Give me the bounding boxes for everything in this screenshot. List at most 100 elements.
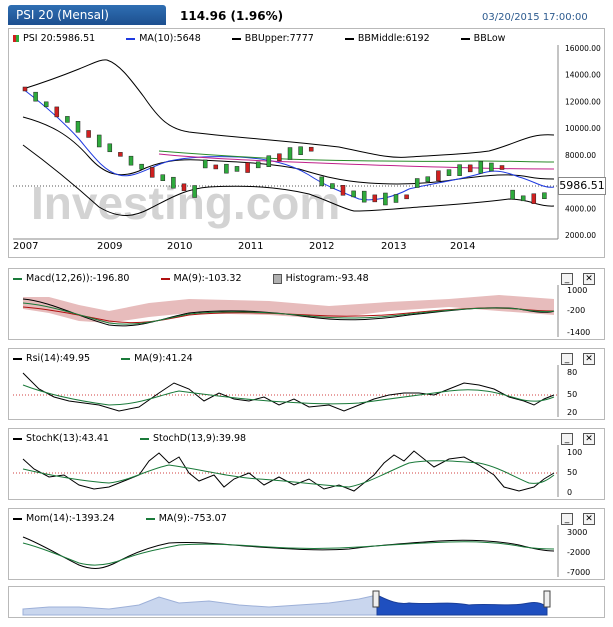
candle xyxy=(181,183,187,192)
close-button[interactable]: ✕ xyxy=(583,513,595,525)
y-tick-label: 4000.00 xyxy=(565,204,596,213)
time-navigator[interactable] xyxy=(8,586,605,618)
candle xyxy=(520,195,526,202)
macd-panel[interactable]: Macd(12,26)):-196.80 MA(9):-103.32 Histo… xyxy=(8,268,605,340)
candle xyxy=(383,192,388,206)
legend-item-bbmiddle: BBMiddle:6192 xyxy=(344,33,430,44)
minimize-button[interactable]: _ xyxy=(561,353,573,365)
candle xyxy=(22,86,28,92)
candle xyxy=(542,192,547,200)
stochastic-panel[interactable]: StochK(13):43.41 StochD(13,9):39.98 _ ✕ … xyxy=(8,428,605,500)
y-tick-label: 100 xyxy=(567,448,582,457)
y-tick-label: 8000.00 xyxy=(565,151,596,160)
candle xyxy=(531,193,537,204)
candle xyxy=(340,185,346,196)
y-tick-label: 50 xyxy=(567,390,577,399)
candle xyxy=(372,194,378,203)
candle xyxy=(404,194,409,200)
y-tick-label: -7000 xyxy=(567,568,590,577)
legend-label: MA(9):-103.32 xyxy=(173,273,242,284)
close-button[interactable]: ✕ xyxy=(583,353,595,365)
rsi-line xyxy=(22,372,555,412)
bb-middle-line xyxy=(22,116,555,185)
legend-swatch-icon xyxy=(13,357,22,360)
candle xyxy=(224,163,229,174)
candle xyxy=(107,143,113,153)
macd-legend: Macd(12,26)):-196.80 MA(9):-103.32 Histo… xyxy=(13,273,397,287)
legend-label: StochD(13,9):39.98 xyxy=(152,433,247,444)
rsi-legend: Rsi(14):49.95 MA(9):41.24 xyxy=(13,353,221,367)
legend-label: Rsi(14):49.95 xyxy=(26,353,91,364)
navigator-left-handle[interactable] xyxy=(372,590,380,608)
navigator-right-handle[interactable] xyxy=(543,590,551,608)
candle xyxy=(202,159,208,169)
candle xyxy=(128,155,134,166)
x-tick-label: 2011 xyxy=(238,241,264,252)
legend-item-ma: MA(10):5648 xyxy=(126,33,201,44)
rsi-panel[interactable]: Rsi(14):49.95 MA(9):41.24 _ ✕ 80 50 20 xyxy=(8,348,605,420)
minimize-button[interactable]: _ xyxy=(561,513,573,525)
candle xyxy=(255,161,261,169)
candle xyxy=(139,163,144,170)
y-tick-label: -1400 xyxy=(567,328,590,337)
legend-swatch-icon xyxy=(160,277,170,280)
legend-swatch-icon xyxy=(121,357,131,360)
macd-green-line xyxy=(22,302,555,325)
y-axis-ticks: 16000.0014000.0012000.0010000.008000.006… xyxy=(565,44,601,240)
momentum-panel[interactable]: Mom(14):-1393.24 MA(9):-753.07 _ ✕ 3000 … xyxy=(8,508,605,580)
candle xyxy=(287,147,293,160)
ma10-line xyxy=(22,88,555,201)
candle xyxy=(43,101,49,108)
chart-title-tab[interactable]: PSI 20 (Mensal) xyxy=(8,5,166,25)
y-tick-label: 20 xyxy=(567,408,577,417)
price-change: 114.96 (1.96%) xyxy=(180,9,284,23)
mom-plot-svg: 3000 -2000 -7000 xyxy=(22,525,590,577)
candle xyxy=(118,152,123,157)
candle xyxy=(266,155,272,167)
macd-plot-svg: 1000 -200 -1400 xyxy=(22,285,590,337)
navigator-svg xyxy=(22,590,551,616)
y-tick-label: 80 xyxy=(567,368,577,377)
x-tick-label: 2007 xyxy=(13,241,39,252)
candle xyxy=(298,146,303,155)
legend-swatch-icon xyxy=(139,437,149,440)
candle xyxy=(457,164,462,176)
legend-item-bbupper: BBUpper:7777 xyxy=(231,33,314,44)
y-tick-label: 14000.00 xyxy=(565,71,601,80)
legend-swatch-icon xyxy=(231,37,241,40)
candle xyxy=(96,134,102,148)
y-tick-label: 0 xyxy=(567,488,572,497)
main-price-chart[interactable]: PSI 20:5986.51 MA(10):5648 BBUpper:7777 … xyxy=(8,28,606,258)
candle xyxy=(234,166,240,172)
x-tick-label: 2013 xyxy=(381,241,407,252)
legend-item-rsi: Rsi(14):49.95 xyxy=(13,353,90,364)
candle xyxy=(245,162,250,173)
legend-item-mom-ma: MA(9):-753.07 xyxy=(145,513,227,524)
timestamp: 03/20/2015 17:00:00 xyxy=(482,12,588,23)
x-tick-label: 2014 xyxy=(450,241,476,252)
legend-item-stochk: StochK(13):43.41 xyxy=(13,433,109,444)
legend-item-rsi-ma: MA(9):41.24 xyxy=(121,353,193,364)
candle xyxy=(213,164,219,170)
legend-label: PSI 20:5986.51 xyxy=(23,33,96,44)
y-tick-label: 12000.00 xyxy=(565,97,601,106)
mom-legend: Mom(14):-1393.24 MA(9):-753.07 xyxy=(13,513,255,527)
candle xyxy=(149,167,155,178)
x-tick-label: 2009 xyxy=(97,241,123,252)
ma-long-green-line xyxy=(158,150,555,163)
close-button[interactable]: ✕ xyxy=(583,433,595,445)
y-tick-label: -2000 xyxy=(567,548,590,557)
y-tick-label: -200 xyxy=(567,306,585,315)
chart-header: PSI 20 (Mensal) 114.96 (1.96%) 03/20/201… xyxy=(0,0,613,28)
minimize-button[interactable]: _ xyxy=(561,273,573,285)
close-button[interactable]: ✕ xyxy=(583,273,595,285)
legend-swatch-icon xyxy=(13,437,22,440)
legend-label: MA(9):41.24 xyxy=(134,353,193,364)
minimize-button[interactable]: _ xyxy=(561,433,573,445)
legend-item-macd: Macd(12,26)):-196.80 xyxy=(13,273,129,284)
navigator-selected-area xyxy=(376,594,548,616)
y-tick-label: 50 xyxy=(567,468,577,477)
legend-label: BBUpper:7777 xyxy=(244,33,314,44)
x-axis-labels: 2007 2009 2010 2011 2012 2013 2014 xyxy=(9,240,558,256)
candle xyxy=(425,176,431,182)
